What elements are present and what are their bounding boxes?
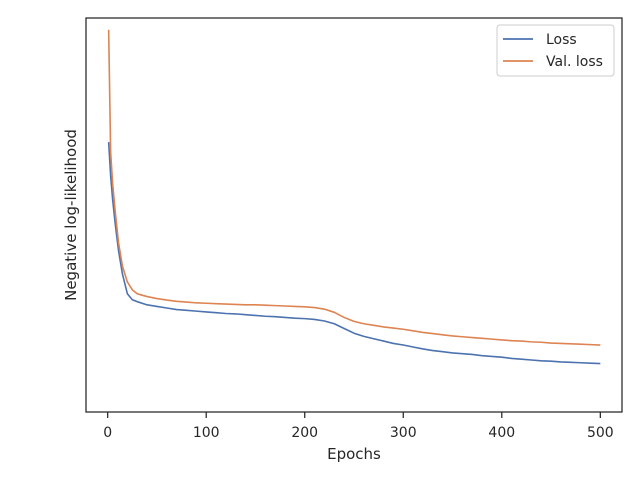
series-line-0 [107, 142, 601, 365]
x-tick-label: 200 [291, 425, 318, 441]
legend-label: Loss [546, 32, 577, 48]
x-tick-label: 100 [193, 425, 220, 441]
x-axis-label: Epochs [327, 445, 381, 463]
plot-area [107, 29, 601, 365]
legend-box [496, 24, 615, 77]
x-tick-label: 300 [390, 425, 417, 441]
x-tick-label: 500 [587, 425, 614, 441]
legend-label: Val. loss [546, 54, 603, 70]
x-axis: 0 100 200 300 400 500 [103, 412, 614, 441]
x-tick-label: 400 [488, 425, 515, 441]
series-line-1 [107, 29, 601, 346]
axes-frame [85, 17, 623, 413]
y-axis-label: Negative log-likelihood [62, 129, 80, 301]
x-tick-label: 0 [103, 425, 112, 441]
legend: Loss Val. loss [496, 24, 615, 77]
